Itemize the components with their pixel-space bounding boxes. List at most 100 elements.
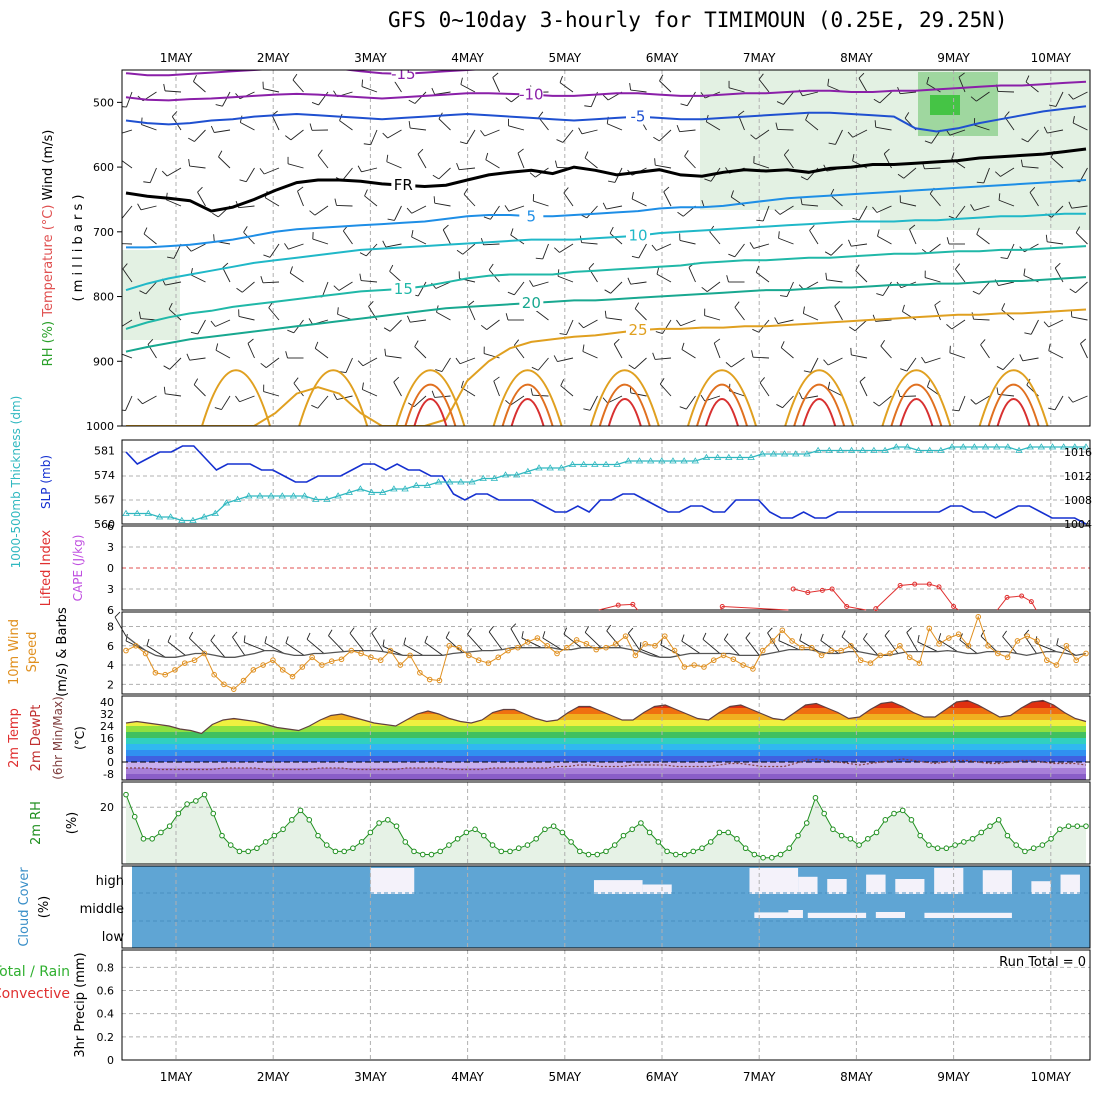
- wind-barb: [854, 319, 868, 332]
- axis-label: CAPE (J/kg): [71, 535, 85, 602]
- wind-speed-point: [985, 642, 991, 649]
- rh-point: [664, 848, 670, 855]
- wind-barb: [777, 128, 794, 131]
- wind-speed-point: [916, 660, 923, 666]
- wind-barb: [309, 123, 313, 131]
- y-tick-label-left: 560: [94, 518, 115, 531]
- wind10m-panel: 2 4 6 8 10m Wind Speed (m/s) & Barbs: [7, 607, 1091, 697]
- wind-barb: [924, 277, 941, 283]
- wind-barb: [212, 212, 219, 218]
- wind-speed-point: [270, 657, 276, 664]
- rh-point: [716, 829, 723, 836]
- wind-barb: [238, 205, 255, 209]
- wind-barb: [486, 319, 500, 330]
- wind-barb: [955, 263, 961, 270]
- wind-barb: [193, 378, 199, 385]
- rh-point: [498, 848, 505, 855]
- wind-barb: [997, 90, 1015, 93]
- wind-barb: [602, 202, 607, 210]
- wind-barb: [292, 73, 298, 81]
- thickness-point: [267, 492, 275, 499]
- wind-barb: [783, 154, 794, 169]
- temperature-contour-surface: [607, 398, 642, 426]
- wind-barb: [414, 91, 427, 104]
- wind-barb: [410, 127, 427, 131]
- contour-label: -15: [391, 65, 416, 83]
- wind-barb: [917, 634, 920, 642]
- y-tick-label: 800: [93, 291, 114, 304]
- rh-point: [856, 842, 862, 848]
- wind-barb: [583, 319, 598, 329]
- lifted-index-line: [719, 605, 789, 611]
- wind-barb: [521, 637, 542, 649]
- rh-point: [280, 826, 286, 833]
- temp-band: [126, 762, 1086, 768]
- wind-barb: [1048, 350, 1064, 359]
- wind-barb: [753, 243, 770, 249]
- rh-point: [1057, 826, 1063, 833]
- rh-point: [577, 848, 583, 855]
- wind-barb: [407, 315, 411, 323]
- wind-speed-point: [720, 652, 727, 659]
- wind-barb: [676, 124, 681, 132]
- thickness-point: [557, 464, 566, 471]
- wind-barb: [559, 333, 567, 336]
- wind-barb: [658, 129, 672, 142]
- wind-barb: [285, 642, 305, 656]
- thickness-point: [468, 478, 476, 485]
- axis-label: Speed: [25, 632, 40, 673]
- wind-barb: [702, 638, 721, 654]
- wind-barb: [345, 357, 353, 373]
- wind-barb: [681, 634, 685, 642]
- wind-barb: [311, 404, 318, 409]
- wind-barb: [1075, 232, 1088, 245]
- wind-barb: [767, 632, 780, 652]
- wind-barb: [847, 131, 854, 138]
- wind-barb: [334, 198, 337, 206]
- wind-barb: [578, 322, 584, 329]
- wind-barb: [393, 381, 402, 397]
- wind-barb: [949, 129, 966, 136]
- wind-barb: [1051, 205, 1064, 218]
- rh-point: [315, 832, 321, 839]
- wind-barb: [364, 195, 378, 207]
- wind-barb: [809, 230, 819, 245]
- wind-barb: [653, 136, 660, 142]
- thickness-point: [613, 460, 621, 467]
- panel-frame: [121, 69, 1091, 427]
- axis-label-part: 2m DewPt: [29, 705, 44, 772]
- wind-speed-point: [554, 650, 560, 657]
- wind-barb: [289, 266, 293, 274]
- wind-barb: [245, 167, 255, 182]
- rh-point: [707, 839, 714, 845]
- wind-barb: [975, 395, 990, 405]
- wind-barb: [410, 319, 427, 323]
- rh-point: [620, 832, 627, 839]
- wind-speed-point: [750, 666, 756, 672]
- wind-barb: [780, 341, 785, 348]
- wind-barb: [559, 243, 574, 253]
- wind-speed-point: [495, 654, 502, 661]
- wind-barb: [363, 143, 371, 146]
- temp-band: [126, 726, 1086, 732]
- rh-point: [812, 794, 819, 801]
- wind-barb: [998, 281, 1015, 287]
- wind-barb: [342, 167, 353, 181]
- rh-point: [419, 851, 426, 858]
- rh-point: [585, 851, 592, 858]
- rh-point: [1074, 823, 1081, 829]
- thickness-point: [914, 446, 923, 453]
- lifted-index-point: [936, 584, 942, 590]
- wind-barb: [264, 636, 267, 644]
- wind-barb: [684, 150, 689, 157]
- y-tick-label: 6: [107, 520, 114, 533]
- wind-speed-point: [681, 664, 688, 670]
- wind-barb: [113, 324, 118, 329]
- wind-barb: [349, 632, 364, 651]
- axis-label: 2m DewPt: [29, 705, 44, 772]
- wind-speed-point: [632, 652, 639, 659]
- wind-barb: [980, 629, 985, 637]
- wind-barb: [333, 393, 338, 400]
- wind-barb: [976, 181, 984, 184]
